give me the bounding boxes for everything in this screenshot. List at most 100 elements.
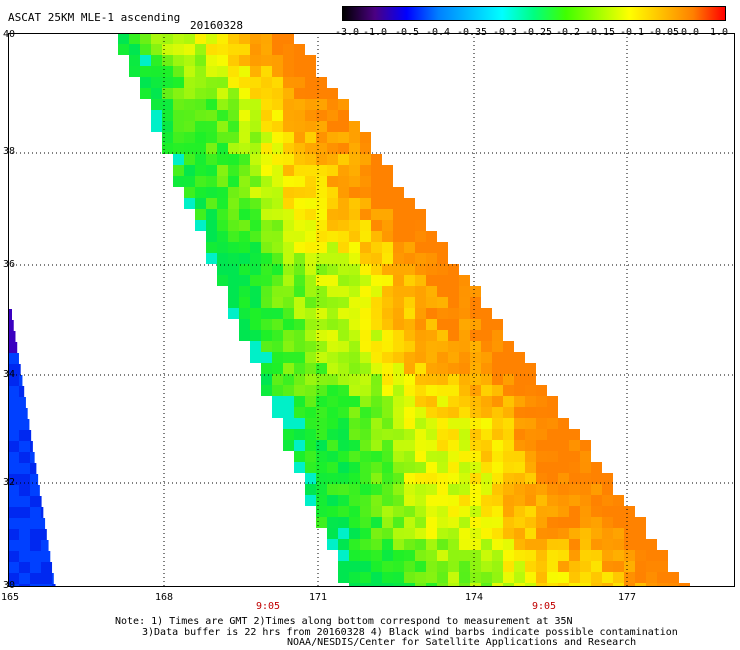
swath-cell [294, 44, 305, 55]
swath-cell [492, 528, 503, 539]
swath-cell [228, 264, 239, 275]
swath-cell [536, 451, 547, 462]
swath-cell [261, 220, 272, 231]
swath-cell [470, 286, 481, 297]
swath-cell [547, 484, 558, 495]
swath-cell [316, 297, 327, 308]
swath-cell [580, 517, 591, 528]
swath-cell [426, 495, 437, 506]
swath-cell [503, 484, 514, 495]
swath-cell [217, 264, 228, 275]
swath-cell [459, 297, 470, 308]
swath-cell [514, 363, 525, 374]
swath-cell [415, 528, 426, 539]
swath-cell [327, 517, 338, 528]
swath-cell [481, 561, 492, 572]
swath-cell [294, 286, 305, 297]
swath-cell [558, 495, 569, 506]
swath-cell [371, 473, 382, 484]
swath-cell [503, 352, 514, 363]
swath-cell [19, 551, 30, 562]
swath-cell [129, 55, 140, 66]
swath-cell [371, 308, 382, 319]
swath-cell [382, 451, 393, 462]
swath-cell [118, 33, 129, 44]
swath-cell [8, 419, 19, 430]
swath-cell [261, 330, 272, 341]
swath-cell [283, 99, 294, 110]
swath-cell [173, 110, 184, 121]
swath-cell [382, 429, 393, 440]
swath-cell [404, 484, 415, 495]
swath-cell [404, 473, 415, 484]
swath-cell [558, 462, 569, 473]
swath-cell [470, 517, 481, 528]
swath-cell [338, 572, 349, 583]
swath-cell [580, 583, 591, 587]
lon-label: 177 [617, 592, 637, 603]
swath-cell [525, 561, 536, 572]
swath-cell [459, 319, 470, 330]
color-scale-label: -0.35 [456, 27, 488, 38]
swath-cell [360, 583, 371, 587]
swath-cell [382, 550, 393, 561]
swath-cell [305, 99, 316, 110]
swath-cell [613, 561, 624, 572]
swath-cell [250, 165, 261, 176]
swath-cell [459, 385, 470, 396]
swath-cell [525, 396, 536, 407]
swath-cell [437, 561, 448, 572]
swath-cell [41, 507, 44, 518]
swath-cell [327, 308, 338, 319]
swath-cell [272, 165, 283, 176]
swath-cell [228, 99, 239, 110]
swath-cell [338, 374, 349, 385]
swath-cell [657, 583, 668, 587]
swath-cell [349, 528, 360, 539]
swath-cell [415, 539, 426, 550]
swath-cell [569, 528, 580, 539]
swath-cell [415, 517, 426, 528]
swath-cell [426, 550, 437, 561]
swath-cell [448, 451, 459, 462]
swath-cell [503, 385, 514, 396]
swath-cell [294, 209, 305, 220]
swath-cell [305, 440, 316, 451]
swath-cell [30, 551, 41, 562]
swath-cell [272, 33, 283, 44]
swath-cell [316, 132, 327, 143]
swath-cell [459, 407, 470, 418]
swath-cell [316, 286, 327, 297]
swath-cell [338, 495, 349, 506]
swath-cell [41, 496, 42, 507]
swath-cell [184, 33, 195, 44]
swath-cell [184, 77, 195, 88]
swath-cell [338, 99, 349, 110]
swath-cell [426, 451, 437, 462]
swath-cell [514, 517, 525, 528]
swath-cell [140, 33, 151, 44]
swath-cell [360, 297, 371, 308]
swath-cell [19, 386, 25, 397]
swath-cell [316, 308, 327, 319]
swath-cell [448, 319, 459, 330]
swath-cell [591, 506, 602, 517]
swath-cell [272, 231, 283, 242]
swath-cell [162, 132, 173, 143]
swath-cell [349, 462, 360, 473]
swath-cell [547, 495, 558, 506]
swath-cell [217, 187, 228, 198]
swath-cell [415, 440, 426, 451]
swath-cell [338, 121, 349, 132]
swath-cell [437, 308, 448, 319]
swath-cell [470, 308, 481, 319]
swath-cell [470, 407, 481, 418]
swath-cell [393, 253, 404, 264]
swath-cell [206, 121, 217, 132]
swath-cell [305, 374, 316, 385]
swath-cell [195, 88, 206, 99]
swath-cell [294, 99, 305, 110]
swath-cell [492, 550, 503, 561]
swath-cell [305, 462, 316, 473]
swath-cell [305, 297, 316, 308]
